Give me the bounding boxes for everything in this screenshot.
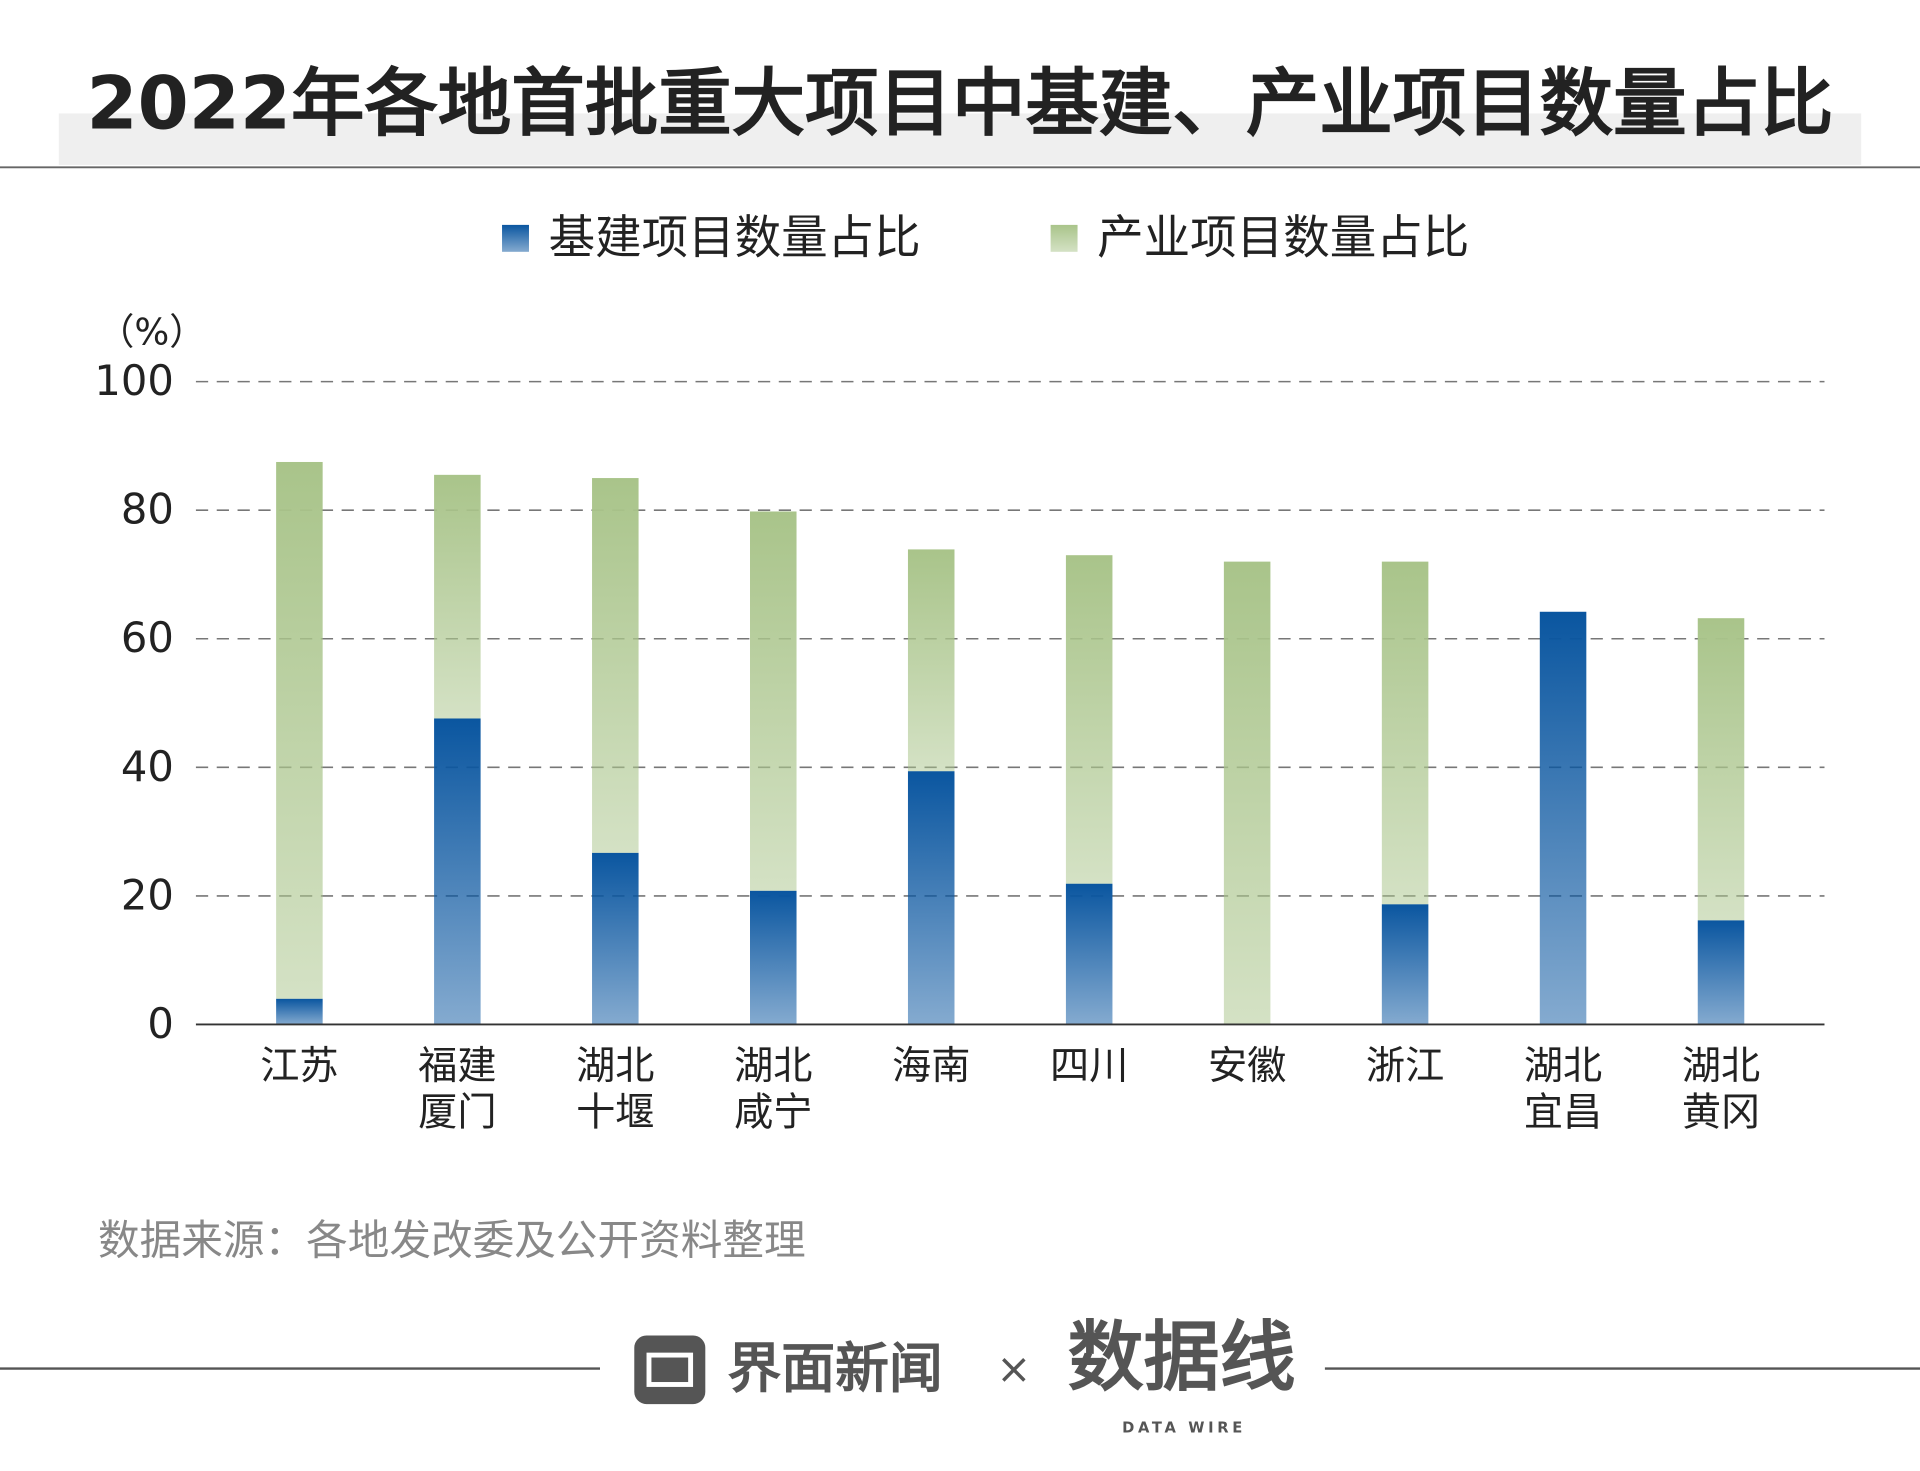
bar-segment	[750, 890, 797, 1025]
x-tick-label: 黄冈	[1682, 1091, 1760, 1136]
bar-segment	[592, 852, 639, 1025]
brand-icon	[634, 1335, 706, 1405]
bar-segment	[907, 771, 955, 1025]
bar-segment	[592, 478, 639, 853]
y-tick-label: 80	[121, 485, 174, 534]
x-tick-label: 安徽	[1208, 1044, 1286, 1089]
x-tick-label: 十堰	[576, 1091, 654, 1136]
y-tick-label: 60	[121, 613, 174, 662]
times: ×	[996, 1344, 1031, 1393]
bar-segment	[1381, 904, 1429, 1025]
bar-segment	[907, 549, 955, 772]
brand-icon-inner	[646, 1352, 694, 1387]
bar-segment	[276, 998, 323, 1025]
x-tick-label: 湖北	[734, 1044, 812, 1089]
bar-segment	[434, 718, 481, 1025]
legend-swatch	[502, 224, 529, 252]
brand2-sub: DATA WIRE	[1122, 1420, 1246, 1437]
x-tick-label: 浙江	[1366, 1044, 1444, 1089]
bar-segment	[1223, 561, 1271, 1025]
x-tick-label: 湖北	[1524, 1044, 1602, 1089]
y-tick-label: 0	[147, 999, 173, 1048]
bar-segment	[1065, 555, 1113, 884]
x-tick-label: 厦门	[418, 1091, 496, 1136]
bar-segment	[276, 461, 323, 999]
bar-segment	[1697, 618, 1745, 921]
source: 数据来源：各地发改委及公开资料整理	[98, 1216, 806, 1265]
bar-segment	[434, 474, 481, 719]
bar-segment	[1381, 561, 1429, 905]
bar-segment	[1065, 883, 1113, 1025]
bar-segment	[750, 511, 797, 891]
x-tick-label: 福建	[418, 1044, 496, 1089]
y-tick-label: 40	[121, 742, 174, 791]
title-band	[58, 113, 1862, 165]
bar-segment	[1539, 611, 1587, 1025]
y-unit: （%）	[98, 310, 206, 353]
x-tick-label: 江苏	[260, 1044, 338, 1089]
legend-swatch	[1050, 224, 1078, 252]
x-tick-label: 海南	[892, 1044, 970, 1089]
brand1: 界面新闻	[727, 1337, 942, 1400]
chart-title: 2022年各地首批重大项目中基建、产业项目数量占比	[87, 62, 1834, 147]
x-tick-label: 湖北	[1682, 1044, 1760, 1089]
x-tick-label: 咸宁	[734, 1091, 812, 1136]
bar-segment	[1697, 920, 1745, 1025]
brand2: 数据线	[1068, 1313, 1296, 1401]
y-tick-label: 100	[94, 356, 173, 405]
x-tick-label: 湖北	[576, 1044, 654, 1089]
x-tick-label: 宜昌	[1524, 1091, 1602, 1136]
x-tick-label: 四川	[1050, 1044, 1128, 1089]
legend-label: 产业项目数量占比	[1097, 210, 1469, 264]
legend-label: 基建项目数量占比	[549, 210, 921, 264]
y-tick-label: 20	[121, 870, 174, 919]
